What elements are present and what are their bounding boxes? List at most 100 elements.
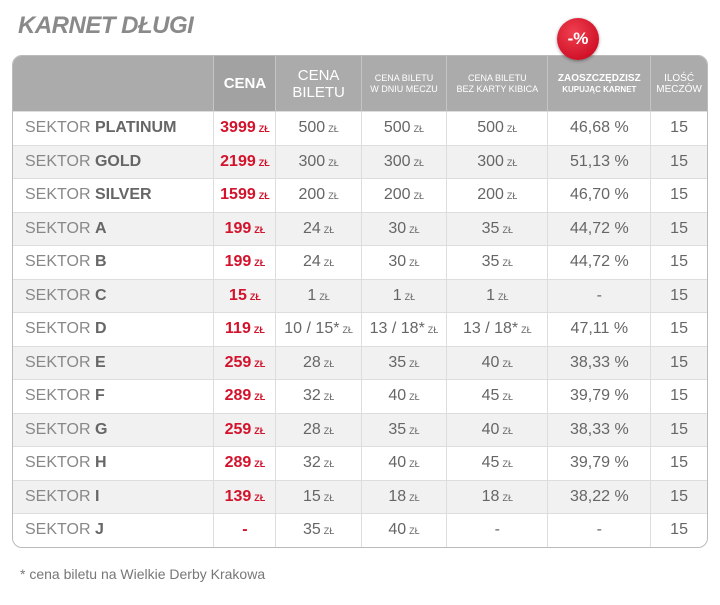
table-cell: 3999 ZŁ (214, 112, 277, 146)
sector-cell: SEKTOR D (13, 313, 215, 347)
cell-value: 15 (670, 186, 688, 204)
cell-unit: ZŁ (328, 124, 339, 135)
header-text: CENA (223, 75, 267, 92)
table-cell: 1 ZŁ (276, 279, 362, 313)
cell-unit: ZŁ (409, 258, 420, 269)
cell-value: 30 (388, 219, 407, 237)
cell-value: 300 (298, 152, 326, 170)
cell-unit: ZŁ (253, 325, 265, 336)
header-text: MECZÓW (656, 83, 702, 95)
cell-unit: ZŁ (502, 492, 513, 503)
cell-value: 15 (670, 320, 688, 338)
sector-prefix: SEKTOR (25, 420, 91, 438)
cell-value: 15 (670, 119, 688, 137)
header-cell: CENA BILETU W DNIU MECZU (361, 56, 448, 112)
cell-value: - (494, 521, 500, 539)
table-cell: 30 ZŁ (361, 246, 448, 280)
table-cell: 200 ZŁ (276, 179, 362, 213)
cell-value: 15 (229, 286, 247, 304)
sector-prefix: SEKTOR (25, 186, 91, 204)
header-cell: CENA (214, 56, 277, 112)
sector-name: I (94, 487, 100, 505)
cell-unit: ZŁ (249, 291, 261, 302)
header-row: CENA CENA BILETU CENA BILETU W DNIU MECZU CEN… (13, 56, 707, 112)
table-cell: 300 ZŁ (447, 145, 549, 179)
table-cell: - (447, 514, 549, 547)
cell-value: 300 (383, 152, 411, 170)
cell-unit: ZŁ (502, 459, 513, 470)
cell-unit: ZŁ (404, 291, 416, 302)
table-cell: 500 ZŁ (361, 112, 448, 146)
cell-value: 259 (224, 420, 252, 438)
cell-value: 45 (481, 454, 500, 472)
table-row: SEKTOR I 139 ZŁ 15 ZŁ 18 ZŁ 18 ZŁ 38,22 % 15 (13, 480, 707, 514)
table-row: SEKTOR SILVER 1599 ZŁ 200 ZŁ 200 ZŁ 200 ZŁ 46,70 … (13, 179, 707, 213)
table-row: SEKTOR D 119 ZŁ 10 / 15* ZŁ 13 / 18* ZŁ 13 / 18… (13, 313, 707, 347)
sector-cell: SEKTOR G (13, 413, 215, 447)
table-cell: 15 (651, 413, 707, 447)
cell-value: 18 (388, 487, 407, 505)
table-cell: 38,33 % (548, 346, 652, 380)
cell-value: 51,13 % (569, 152, 629, 170)
cell-value: 259 (224, 353, 252, 371)
table-cell: 15 (651, 279, 707, 313)
cell-value: 15 (670, 420, 688, 438)
cell-value: 199 (224, 219, 252, 237)
table-cell: 40 ZŁ (447, 413, 549, 447)
header-text: ILOŚĆ (664, 72, 695, 84)
header-text: BEZ KARTY KIBICA (456, 83, 539, 94)
table-cell: 40 ZŁ (361, 380, 448, 414)
cell-value: 15 (302, 487, 321, 505)
table-cell: 39,79 % (548, 447, 652, 481)
cell-value: 40 (481, 420, 500, 438)
cell-value: 28 (302, 353, 321, 371)
sector-cell: SEKTOR SILVER (13, 179, 215, 213)
header-text: CENA (297, 66, 340, 84)
table-cell: 24 ZŁ (276, 212, 362, 246)
cell-value: 38,33 % (569, 353, 629, 371)
sector-cell: SEKTOR F (13, 380, 215, 414)
cell-unit: ZŁ (254, 392, 266, 403)
table-row: SEKTOR F 289 ZŁ 32 ZŁ 40 ZŁ 45 ZŁ 39,79 % 15 (13, 380, 707, 414)
cell-value: 15 (670, 353, 688, 371)
cell-unit: ZŁ (254, 258, 266, 269)
cell-unit: ZŁ (409, 459, 420, 470)
sector-name: PLATINUM (94, 119, 177, 137)
table-cell: - (548, 279, 652, 313)
cell-value: 3999 (220, 119, 256, 137)
table-cell: 15 (651, 514, 707, 547)
cell-value: 35 (388, 420, 407, 438)
table-cell: 39,79 % (548, 380, 652, 414)
cell-unit: ZŁ (498, 291, 509, 302)
cell-value: 24 (302, 253, 321, 271)
table-cell: 15 (651, 145, 707, 179)
cell-value: 13 / 18* (369, 320, 425, 338)
sector-cell: SEKTOR E (13, 346, 215, 380)
cell-value: 38,33 % (569, 420, 629, 438)
cell-unit: ZŁ (409, 358, 420, 369)
cell-value: 35 (388, 353, 407, 371)
sector-name: H (94, 454, 107, 472)
sector-name: J (94, 521, 104, 539)
table-cell: 38,22 % (548, 480, 652, 514)
cell-value: 47,11 % (570, 320, 629, 338)
cell-value: 200 (298, 186, 326, 204)
cell-value: 1599 (220, 186, 256, 204)
cell-unit: ZŁ (502, 358, 513, 369)
table-cell: 38,33 % (548, 413, 652, 447)
table-cell: 15 (651, 447, 707, 481)
table-cell: 15 (651, 313, 707, 347)
discount-badge: -% (557, 18, 599, 60)
cell-value: 15 (670, 219, 688, 237)
cell-unit: ZŁ (323, 459, 335, 470)
table-cell: 47,11 % (548, 313, 652, 347)
table-cell: 139 ZŁ (214, 480, 277, 514)
cell-value: 139 (224, 487, 252, 505)
table-cell: 259 ZŁ (214, 346, 277, 380)
sector-name: E (94, 353, 106, 371)
table-cell: 15 ZŁ (214, 279, 277, 313)
price-table: CENA CENA BILETU CENA BILETU W DNIU MECZU CEN… (12, 55, 708, 548)
cell-value: 500 (477, 119, 504, 137)
table-cell: 35 ZŁ (447, 246, 549, 280)
